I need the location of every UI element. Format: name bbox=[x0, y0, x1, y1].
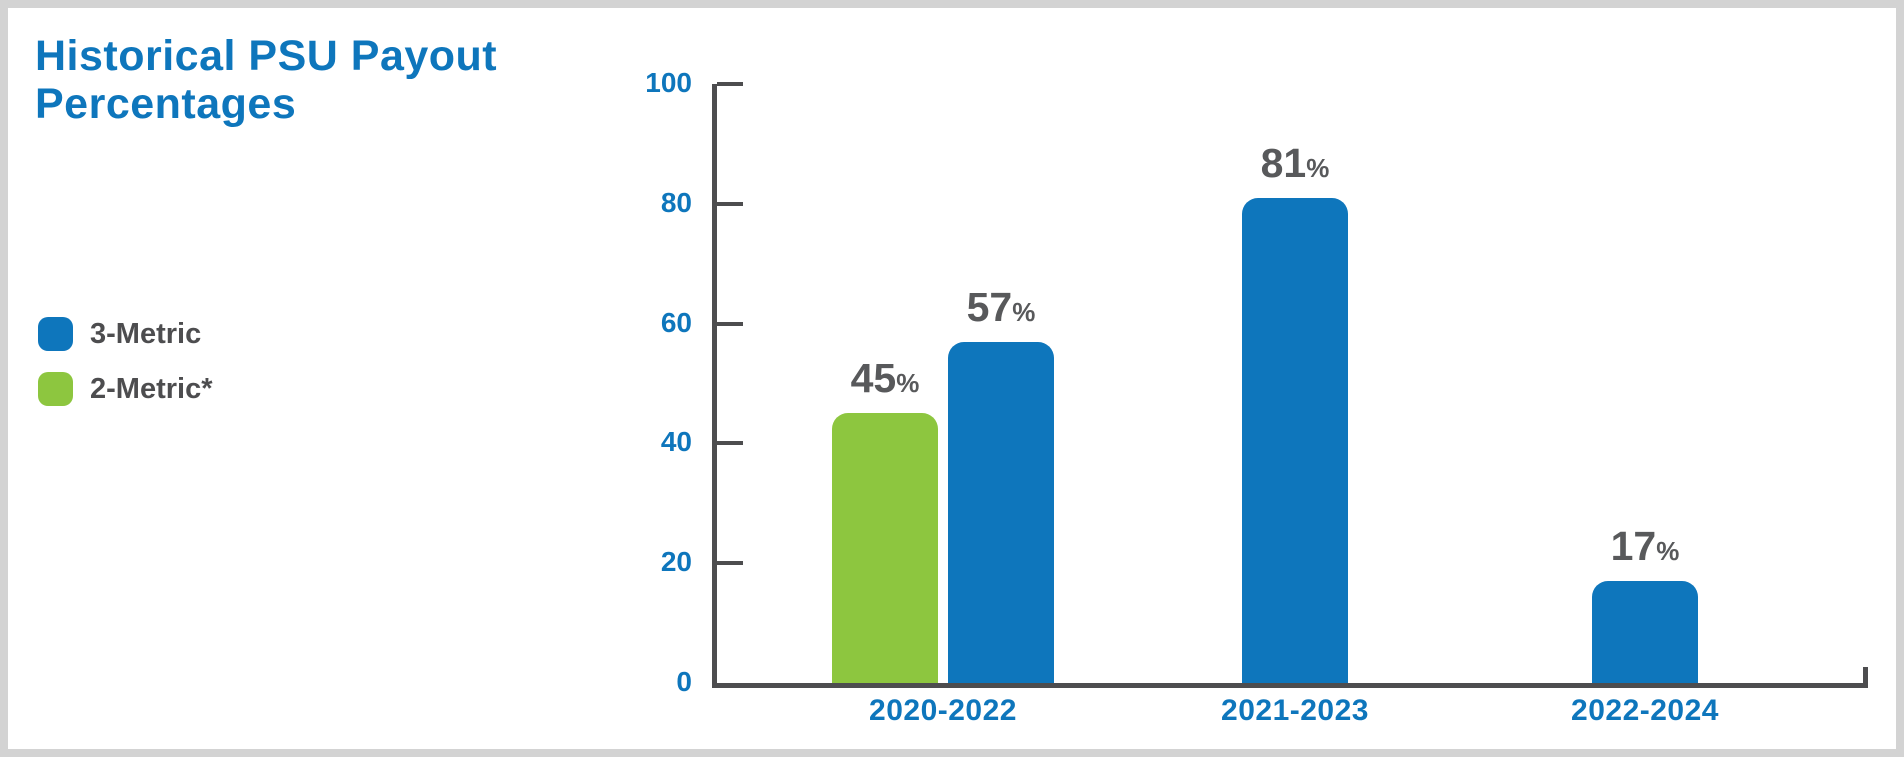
value-label-2021-2023-3-metric: 81% bbox=[1185, 140, 1405, 187]
chart-title-line-2: Percentages bbox=[35, 80, 297, 128]
x-axis-line bbox=[712, 683, 1868, 688]
value-label-2022-2024-3-metric: 17% bbox=[1535, 523, 1755, 570]
y-tick-20 bbox=[717, 561, 743, 566]
legend-label: 3-Metric bbox=[90, 317, 202, 350]
chart-title-line-1: Historical PSU Payout bbox=[35, 32, 498, 80]
value-number: 17 bbox=[1610, 523, 1657, 570]
legend: 3-Metric 2-Metric* bbox=[38, 317, 213, 427]
value-number: 81 bbox=[1260, 139, 1307, 186]
legend-swatch bbox=[38, 317, 73, 351]
value-label-2020-2022-2-metric-: 45% bbox=[775, 355, 995, 402]
value-percent-sign: % bbox=[896, 368, 920, 399]
y-tick-label-80: 80 bbox=[660, 186, 692, 218]
legend-item-3-metric: 3-Metric bbox=[38, 317, 213, 351]
y-axis-line bbox=[712, 84, 717, 688]
y-tick-60 bbox=[717, 321, 743, 326]
category-label-2022-2024: 2022-2024 bbox=[1571, 694, 1719, 727]
value-number: 57 bbox=[966, 283, 1013, 330]
y-tick-label-20: 20 bbox=[660, 546, 692, 578]
y-tick-label-100: 100 bbox=[645, 67, 692, 98]
legend-item-2-metric-: 2-Metric* bbox=[38, 372, 213, 406]
value-percent-sign: % bbox=[1012, 296, 1036, 327]
value-number: 45 bbox=[850, 355, 897, 402]
bar-3-metric-2022-2024 bbox=[1592, 581, 1698, 683]
value-percent-sign: % bbox=[1306, 152, 1330, 183]
y-tick-label-0: 0 bbox=[676, 666, 692, 697]
bar-2-metric--2020-2022 bbox=[832, 413, 938, 683]
category-label-2021-2023: 2021-2023 bbox=[1221, 694, 1369, 727]
bar-3-metric-2021-2023 bbox=[1242, 197, 1348, 683]
y-tick-40 bbox=[717, 441, 743, 446]
legend-label: 2-Metric* bbox=[90, 372, 213, 405]
y-tick-80 bbox=[717, 201, 743, 206]
x-axis-end-tick bbox=[1863, 667, 1868, 688]
y-tick-label-60: 60 bbox=[660, 306, 692, 338]
y-tick-100 bbox=[717, 82, 743, 86]
y-tick-label-40: 40 bbox=[660, 426, 692, 458]
chart-title: Historical PSU Payout Percentages bbox=[35, 32, 497, 128]
value-percent-sign: % bbox=[1656, 536, 1680, 567]
value-label-2020-2022-3-metric: 57% bbox=[891, 284, 1111, 331]
category-label-2020-2022: 2020-2022 bbox=[869, 694, 1017, 727]
legend-swatch bbox=[38, 372, 73, 406]
bar-3-metric-2020-2022 bbox=[948, 341, 1054, 683]
